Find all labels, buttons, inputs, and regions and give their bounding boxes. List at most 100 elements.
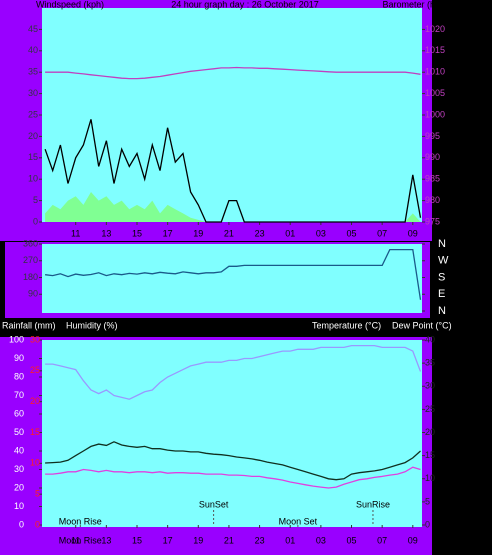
x-tick-label: 07 [377,535,387,545]
y2-axis-label: Temperature (°C) [312,320,381,330]
y-tick-label: 5 [33,195,38,205]
line [45,66,421,80]
x-tick-label: 11 [71,228,80,238]
x-tick-label: 23 [255,535,265,545]
y3-tick-label: 20 [30,396,40,406]
plot-area [42,8,422,222]
line [45,466,421,489]
y-tick-label: 40 [28,45,38,55]
y-tick-label: 270 [23,255,38,265]
line [45,344,422,400]
x-tick-label: 13 [101,535,111,545]
y2-tick-label: 1020 [425,24,445,34]
y2-tick-label: 20 [425,427,435,437]
y-tick-label: 10 [14,501,24,511]
y3-tick-label: 25 [30,365,40,375]
y2-tick-label: E [438,288,445,300]
y-tick-label: 90 [14,353,24,363]
x-tick-label: 03 [316,228,326,238]
y-tick-label: 80 [14,371,24,381]
y-tick-label: 20 [28,131,38,141]
y-tick-label: 45 [28,24,38,34]
y2-tick-label: 990 [425,152,440,162]
y-tick-label: 100 [9,334,24,344]
y-tick-label: 70 [14,390,24,400]
y-axis-label: Windspeed (kph) [36,0,104,9]
line [45,441,421,481]
x-tick-label: 03 [316,535,326,545]
annotation: SunRise [356,499,390,509]
x-tick-label: 01 [285,228,295,238]
y-tick-label: 35 [28,67,38,77]
y2-tick-label: 995 [425,131,440,141]
y2-tick-label: 1010 [425,67,445,77]
y-tick-label: 0 [19,519,24,529]
y-tick-label: 180 [23,272,38,282]
x-tick-label: 01 [285,535,295,545]
y2-tick-label: 30 [425,381,435,391]
plot-area [42,340,422,527]
y-tick-label: 10 [28,174,38,184]
x-tick-label: 09 [408,228,418,238]
x-tick-label: 11 [71,535,80,545]
y2-tick-label: 0 [425,519,430,529]
x-tick-label: 15 [132,228,142,238]
y2-tick-label: 15 [425,450,435,460]
y-tick-label: 30 [28,88,38,98]
y3-tick-label: 10 [30,458,40,468]
x-tick-label: 19 [193,228,203,238]
y3-tick-label: 0 [35,519,40,529]
y-tick-label: 0 [33,216,38,226]
line [44,119,422,223]
y-tick-label: 40 [14,445,24,455]
y2-tick-label: N [438,305,446,317]
y2-tick-label: 25 [425,404,435,414]
plot-area [42,244,422,313]
y3-tick-label: 30 [30,334,40,344]
y-tick-label: 90 [28,289,38,299]
y2-tick-label: S [438,271,445,283]
area [45,192,421,222]
y2-tick-label: 985 [425,174,440,184]
y2-tick-label: W [438,255,449,267]
x-tick-label: 15 [132,535,142,545]
x-tick-label: 21 [224,535,234,545]
y-tick-label: 25 [28,109,38,119]
x-tick-label: 21 [224,228,234,238]
x-tick-label: 05 [347,228,357,238]
x-tick-label: 19 [193,535,203,545]
y2-tick-label: 980 [425,195,440,205]
y2-tick-label: 10 [425,473,435,483]
y3-tick-label: 5 [35,489,40,499]
y3-axis-label: Rainfall (mm) [2,320,56,330]
annotation: Moon Rise [59,516,102,526]
chart-title: 24 hour graph day : 26 October 2017 [171,0,319,9]
y2-tick-label: 40 [425,334,435,344]
y2-tick-label: 1000 [425,109,445,119]
y3-tick-label: 15 [30,427,40,437]
y-tick-label: 50 [14,427,24,437]
annotation: Moon Rise [59,535,102,545]
y2-tick-label: 1005 [425,88,445,98]
x-tick-label: 23 [255,228,265,238]
y-tick-label: 15 [28,152,38,162]
y-axis-label: Humidity (%) [66,320,118,330]
x-tick-label: 17 [163,228,173,238]
x-tick-label: 07 [377,228,387,238]
y-tick-label: 360 [23,238,38,248]
y2-tick-label: 975 [425,216,440,226]
y2-axis-label: Dew Point (°C) [392,320,452,330]
y2-axis-label: Barometer (hpa) [382,0,448,9]
y2-tick-label: 35 [425,358,435,368]
x-tick-label: 05 [347,535,357,545]
x-tick-label: 09 [408,535,418,545]
annotation: SunSet [199,499,229,509]
y-tick-label: 20 [14,482,24,492]
y-tick-label: 30 [14,464,24,474]
annotation: Moon Set [279,516,318,526]
x-tick-label: 13 [101,228,111,238]
x-tick-label: 17 [163,535,173,545]
y-tick-label: 60 [14,408,24,418]
y2-tick-label: N [438,238,446,250]
